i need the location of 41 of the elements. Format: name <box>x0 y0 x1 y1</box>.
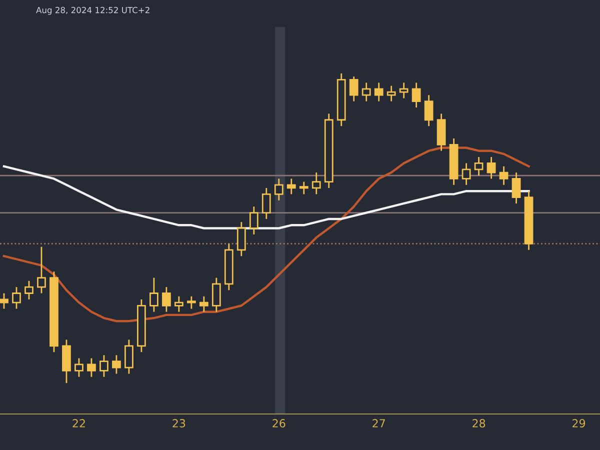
candlestick <box>362 82 371 102</box>
candlestick <box>124 339 134 374</box>
x-tick-label: 23 <box>172 419 186 428</box>
candlestick <box>412 82 421 108</box>
candlestick <box>286 178 296 195</box>
candlestick <box>312 172 321 195</box>
candlestick <box>199 296 208 313</box>
candlestick <box>24 280 34 300</box>
candlestick <box>74 358 84 378</box>
candlestick <box>149 277 158 313</box>
candlestick <box>462 162 471 186</box>
candlestick <box>0 292 8 310</box>
candlestick <box>274 178 284 202</box>
candlestick <box>399 82 408 99</box>
candlestick <box>299 181 308 195</box>
candlestick <box>12 286 21 310</box>
candlestick <box>87 358 96 378</box>
candlestick <box>486 156 496 180</box>
x-tick-label: 26 <box>272 419 286 428</box>
candlestick <box>424 94 434 127</box>
candlestick <box>249 206 258 236</box>
x-tick-label: 28 <box>472 419 486 428</box>
candlestick <box>474 156 484 176</box>
candlestick <box>162 286 171 313</box>
candlestick <box>100 354 108 378</box>
x-tick-label: 27 <box>372 419 385 428</box>
x-tick-label: 29 <box>572 419 586 428</box>
candlestick <box>37 246 46 294</box>
candlestick <box>212 277 221 313</box>
candlestick <box>386 85 396 102</box>
x-tick-label: 22 <box>72 419 85 428</box>
candlestick <box>512 172 521 204</box>
candlestick <box>174 296 184 313</box>
candlestick <box>349 76 358 102</box>
text: Aug 28, 2024 12:52 UTC+2 <box>36 6 150 15</box>
candlestick <box>499 166 508 186</box>
candlestick <box>262 187 271 220</box>
candlestick <box>236 221 246 257</box>
candlestick <box>374 82 384 102</box>
candlestick <box>112 354 121 374</box>
candlestick <box>186 296 196 310</box>
